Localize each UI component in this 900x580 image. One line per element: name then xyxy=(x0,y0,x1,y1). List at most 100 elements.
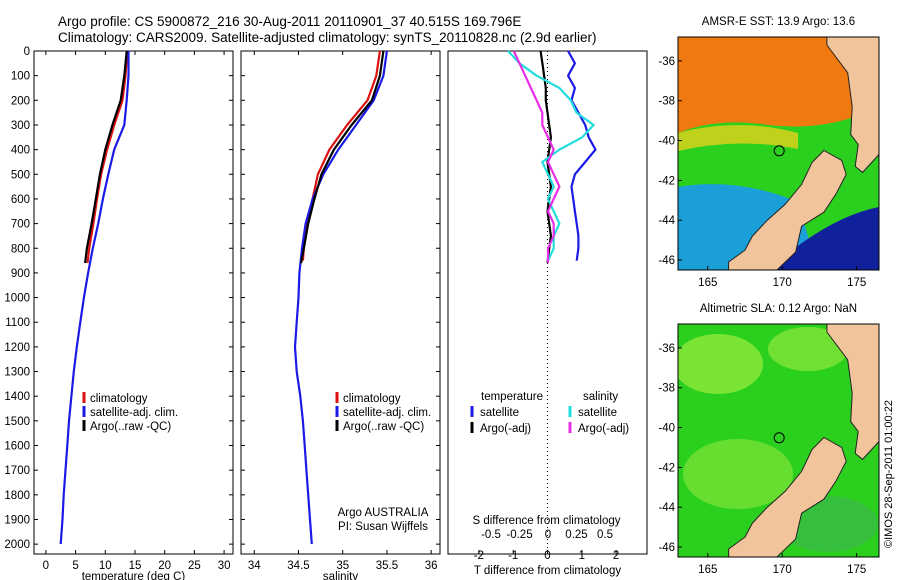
map-y-tick-label: -42 xyxy=(658,175,675,187)
legend-label-4: Argo(-adj) xyxy=(578,423,629,435)
map-y-tick-label: -44 xyxy=(658,215,675,227)
x-tick-label: 0 xyxy=(43,560,49,572)
x-tick-label: 1 xyxy=(579,550,585,562)
sla-high-patch xyxy=(683,439,793,509)
sst-cold-region xyxy=(768,207,879,270)
y-tick-label: 1900 xyxy=(4,514,30,526)
sla-high-patch xyxy=(768,327,848,371)
plot-frame xyxy=(33,50,234,555)
legend-label-3: satellite xyxy=(578,407,617,419)
y-tick-label: 900 xyxy=(11,268,30,280)
y-tick-label: 400 xyxy=(11,145,30,157)
map-y-tick-label: -38 xyxy=(658,96,675,108)
y-tick-label: 1100 xyxy=(5,317,30,329)
map-y-tick-label: -36 xyxy=(658,343,675,355)
header-line-1: Argo profile: CS 5900872_216 30-Aug-2011… xyxy=(58,14,521,29)
plot-frame xyxy=(447,50,648,555)
s-tick-label: 0.5 xyxy=(597,529,613,541)
map-x-tick-label: 165 xyxy=(698,564,717,576)
legend-label-1: satellite xyxy=(480,407,519,419)
annotation-2: PI: Susan Wijffels xyxy=(338,521,428,533)
x-tick-label: 20 xyxy=(158,560,171,572)
legend-label-3: Argo(..raw -QC) xyxy=(90,421,171,433)
north-island xyxy=(826,324,879,461)
y-tick-label: 1000 xyxy=(4,293,30,305)
map-x-tick-label: 165 xyxy=(698,277,717,289)
map-x-tick-label: 170 xyxy=(773,277,792,289)
map-y-tick-label: -36 xyxy=(658,56,675,68)
sst-yellow-band xyxy=(678,125,798,151)
legend-label-2: satellite-adj. clim. xyxy=(343,407,431,419)
map-field xyxy=(678,37,879,270)
float-position-marker xyxy=(773,432,785,444)
map-y-tick-label: -46 xyxy=(658,542,675,554)
series-line-3 xyxy=(84,50,128,264)
map-title: Altimetric SLA: 0.12 Argo: NaN xyxy=(700,303,857,315)
header-line-2: Climatology: CARS2009. Satellite-adjuste… xyxy=(58,30,597,45)
series-line-2 xyxy=(539,50,553,264)
y-tick-label: 1200 xyxy=(4,342,30,354)
x-tick-label: -2 xyxy=(474,550,484,562)
map-title: AMSR-E SST: 13.9 Argo: 13.6 xyxy=(702,16,855,28)
y-tick-label: 2000 xyxy=(4,539,30,551)
y-tick-label: 0 xyxy=(24,46,30,58)
x-tick-label: 0 xyxy=(544,550,550,562)
south-island xyxy=(728,149,847,270)
legend-label-1: climatology xyxy=(90,393,148,405)
sla-high-patch xyxy=(678,334,763,394)
x-tick-label: 15 xyxy=(129,560,142,572)
map-y-tick-label: -44 xyxy=(658,502,675,514)
map-y-tick-label: -40 xyxy=(658,136,675,148)
y-tick-label: 200 xyxy=(11,95,30,107)
y-tick-label: 1300 xyxy=(4,367,30,379)
y-tick-label: 1400 xyxy=(4,391,30,403)
x-tick-label: 5 xyxy=(72,560,78,572)
y-tick-label: 300 xyxy=(11,120,30,132)
map-field xyxy=(678,324,879,557)
map-x-tick-label: 175 xyxy=(847,277,866,289)
x-tick-label: 30 xyxy=(218,560,231,572)
y-tick-label: 600 xyxy=(11,194,30,206)
imos-credit: ©IMOS 28-Sep-2011 01:00:22 xyxy=(883,400,895,548)
y-tick-label: 700 xyxy=(11,219,30,231)
series-line-3 xyxy=(300,50,385,264)
plot-frame xyxy=(240,50,441,555)
x-tick-label: 34 xyxy=(248,560,261,572)
x-tick-label: 10 xyxy=(99,560,112,572)
map-y-tick-label: -38 xyxy=(658,383,675,395)
x-tick-label: 2 xyxy=(613,550,619,562)
y-tick-label: 500 xyxy=(11,169,30,181)
s-tick-label: -0.5 xyxy=(481,529,501,541)
x-axis-label: T difference from climatology xyxy=(474,565,621,577)
profile-panel-2: 34 34.5 35 35.5 36 salinity climatology satelli… xyxy=(240,50,441,580)
map-x-tick-label: 175 xyxy=(847,564,866,576)
map-y-tick-label: -46 xyxy=(658,255,675,267)
profile-panel-3: -2 -1 0 1 2 T difference from climatology -0.5… xyxy=(447,50,648,577)
map-x-tick-label: 170 xyxy=(773,564,792,576)
map-panel-1: AMSR-E SST: 13.9 Argo: 13.6 -36 -38 -40 -42 -… xyxy=(658,16,880,289)
map-frame xyxy=(677,36,880,271)
legend-header-salinity: salinity xyxy=(583,391,618,403)
x-tick-label: 35.5 xyxy=(376,560,398,572)
x-tick-label: 35 xyxy=(336,560,349,572)
map-panel-2: Altimetric SLA: 0.12 Argo: NaN -36 -38 -40 -… xyxy=(658,303,880,576)
legend-header-temperature: temperature xyxy=(481,391,543,403)
sst-warm-region xyxy=(678,37,879,133)
legend-label-1: climatology xyxy=(343,393,401,405)
x-tick-label: 25 xyxy=(188,560,201,572)
x-tick-label: 34.5 xyxy=(287,560,309,572)
series-line-4 xyxy=(512,50,561,263)
map-y-tick-label: -40 xyxy=(658,423,675,435)
map-y-tick-label: -42 xyxy=(658,462,675,474)
annotation-1: Argo AUSTRALIA xyxy=(338,507,429,519)
y-tick-label: 1700 xyxy=(4,465,30,477)
s-tick-label: -0.25 xyxy=(506,529,532,541)
x-tick-label: 36 xyxy=(425,560,438,572)
series-line-1 xyxy=(86,50,129,264)
series-line-2 xyxy=(59,51,130,545)
legend-label-2: satellite-adj. clim. xyxy=(90,407,178,419)
y-tick-label: 1800 xyxy=(4,490,30,502)
s-axis-label: S difference from climatology xyxy=(472,515,620,527)
south-island xyxy=(728,436,847,557)
